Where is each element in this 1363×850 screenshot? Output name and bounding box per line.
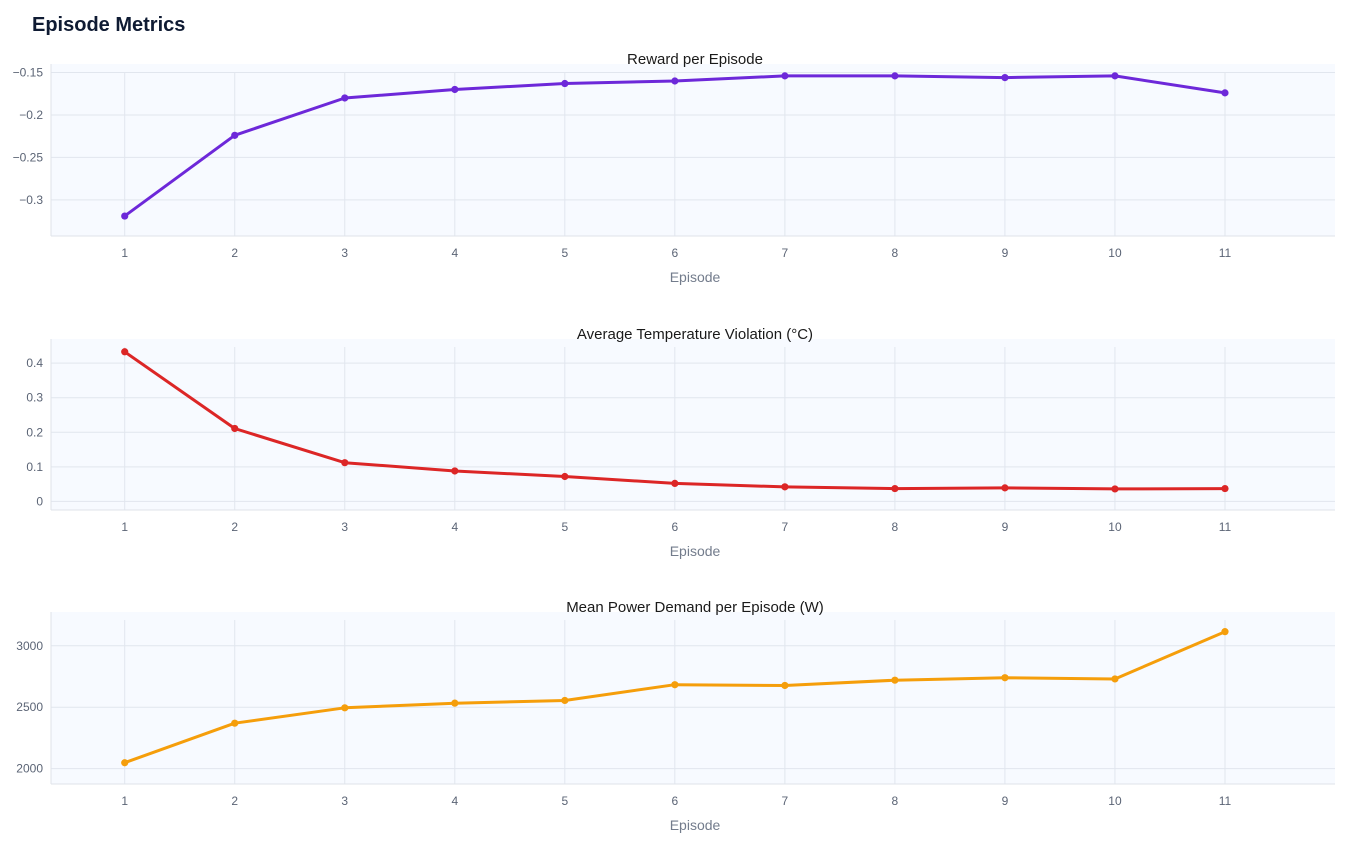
y-tick-label: 0.1 — [26, 460, 43, 474]
data-point — [231, 424, 239, 433]
x-tick-label: 10 — [1108, 246, 1122, 260]
data-point — [231, 131, 239, 139]
y-tick-label: 2000 — [16, 762, 43, 776]
page-title: Episode Metrics — [32, 14, 186, 36]
data-point — [1221, 484, 1229, 493]
data-point — [121, 348, 129, 356]
x-tick-label: 11 — [1219, 520, 1232, 534]
data-point — [1111, 485, 1119, 493]
data-point — [451, 467, 459, 475]
data-point — [451, 85, 459, 94]
x-axis-label: Episode — [670, 817, 721, 833]
data-point — [561, 696, 569, 705]
x-tick-label: 1 — [121, 794, 128, 808]
x-tick-label: 1 — [121, 246, 128, 260]
chart-title: Mean Power Demand per Episode (W) — [566, 599, 824, 616]
x-tick-label: 6 — [672, 794, 679, 808]
x-tick-label: 6 — [672, 520, 679, 534]
x-tick-label: 1 — [121, 520, 128, 534]
x-tick-label: 11 — [1219, 246, 1232, 260]
data-point — [1001, 674, 1009, 682]
data-point — [671, 479, 679, 487]
y-tick-label: −0.2 — [19, 108, 43, 122]
data-point — [561, 79, 569, 88]
data-point — [781, 483, 789, 491]
chart-title: Reward per Episode — [627, 51, 763, 68]
x-tick-label: 2 — [231, 520, 238, 534]
x-tick-label: 9 — [1002, 246, 1009, 260]
y-tick-label: −0.3 — [19, 193, 43, 207]
x-axis-label: Episode — [670, 269, 721, 285]
y-tick-label: 0.3 — [26, 391, 43, 405]
chart-2: 0 0.1 0.2 0.3 0.4 1 2 3 4 5 6 7 8 9 10 11 Average Temper… — [26, 326, 1335, 559]
data-point — [1221, 628, 1229, 636]
x-tick-label: 5 — [561, 794, 568, 808]
data-point — [1001, 484, 1009, 492]
y-tick-label: −0.25 — [13, 150, 44, 164]
plot-background — [51, 339, 1335, 510]
plot-background — [51, 612, 1335, 784]
x-tick-label: 8 — [892, 246, 899, 260]
data-point — [1111, 72, 1119, 80]
data-point — [341, 704, 349, 712]
x-tick-label: 2 — [231, 794, 238, 808]
x-tick-label: 8 — [892, 794, 899, 808]
data-point — [231, 719, 239, 727]
data-point — [671, 77, 679, 85]
data-point — [1221, 89, 1229, 97]
x-tick-label: 10 — [1108, 520, 1122, 534]
data-point — [121, 212, 129, 220]
x-tick-label: 9 — [1002, 520, 1009, 534]
x-tick-label: 2 — [231, 246, 238, 260]
chart-title: Average Temperature Violation (°C) — [577, 326, 813, 343]
data-point — [891, 72, 899, 80]
x-tick-label: 3 — [341, 794, 348, 808]
data-point — [781, 681, 789, 690]
x-tick-label: 4 — [451, 520, 458, 534]
data-point — [121, 759, 129, 767]
data-point — [781, 72, 789, 80]
data-point — [341, 94, 349, 102]
data-point — [561, 472, 569, 481]
x-tick-label: 7 — [782, 794, 789, 808]
x-axis-label: Episode — [670, 543, 721, 559]
data-point — [341, 459, 349, 467]
y-tick-label: 3000 — [16, 639, 43, 653]
x-tick-label: 11 — [1219, 794, 1232, 808]
data-point — [891, 676, 899, 684]
x-tick-label: 4 — [451, 246, 458, 260]
x-tick-label: 5 — [561, 520, 568, 534]
x-tick-label: 6 — [672, 246, 679, 260]
data-point — [671, 681, 679, 689]
x-tick-label: 10 — [1108, 794, 1122, 808]
x-tick-label: 5 — [561, 246, 568, 260]
data-point — [1111, 675, 1119, 683]
chart-3: 2000 2500 3000 1 2 3 4 5 6 7 8 9 10 11 Mean Power Dema… — [16, 599, 1335, 833]
y-tick-label: 0.2 — [26, 425, 43, 439]
x-tick-label: 9 — [1002, 794, 1009, 808]
y-tick-label: 2500 — [16, 700, 43, 714]
x-tick-label: 3 — [341, 246, 348, 260]
x-tick-label: 7 — [782, 246, 789, 260]
y-tick-label: 0 — [36, 494, 43, 508]
x-tick-label: 4 — [451, 794, 458, 808]
y-tick-label: −0.15 — [13, 65, 44, 79]
x-tick-label: 7 — [782, 520, 789, 534]
x-tick-label: 3 — [341, 520, 348, 534]
chart-1: −0.15 −0.2 −0.25 −0.3 1 2 3 4 5 6 7 8 9 10 11 Reward pe… — [13, 51, 1335, 285]
data-point — [891, 484, 899, 493]
data-point — [1001, 73, 1009, 82]
y-tick-label: 0.4 — [26, 356, 43, 370]
plot-background — [51, 64, 1335, 236]
data-point — [451, 699, 459, 707]
x-tick-label: 8 — [892, 520, 899, 534]
